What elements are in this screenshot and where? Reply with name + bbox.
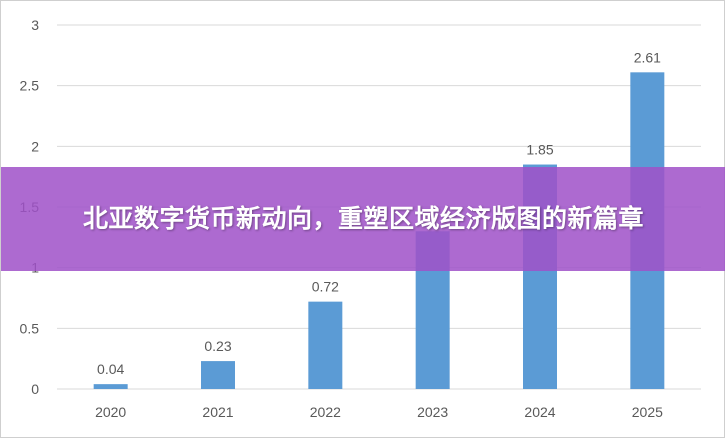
y-tick-label: 3 xyxy=(31,17,39,33)
x-tick-label: 2021 xyxy=(202,404,233,420)
data-label: 2.61 xyxy=(634,49,661,65)
bar xyxy=(308,301,343,389)
y-tick-label: 0 xyxy=(31,381,39,397)
headline-text: 北亚数字货币新动向，重塑区域经济版图的新篇章 xyxy=(82,204,644,233)
data-label: 0.72 xyxy=(312,279,339,295)
data-label: 1.85 xyxy=(526,142,553,158)
x-tick-label: 2020 xyxy=(95,404,126,420)
x-tick-label: 2024 xyxy=(524,404,555,420)
data-label: 0.23 xyxy=(204,338,231,354)
y-tick-label: 0.5 xyxy=(20,320,40,336)
y-tick-label: 2.5 xyxy=(20,78,40,94)
x-tick-label: 2025 xyxy=(632,404,663,420)
x-tick-label: 2023 xyxy=(417,404,448,420)
bar xyxy=(201,361,235,389)
bar xyxy=(93,384,128,389)
y-tick-label: 2 xyxy=(31,138,39,154)
x-tick-label: 2022 xyxy=(310,404,341,420)
headline-banner: 北亚数字货币新动向，重塑区域经济版图的新篇章 xyxy=(1,167,725,271)
data-label: 0.04 xyxy=(97,361,124,377)
